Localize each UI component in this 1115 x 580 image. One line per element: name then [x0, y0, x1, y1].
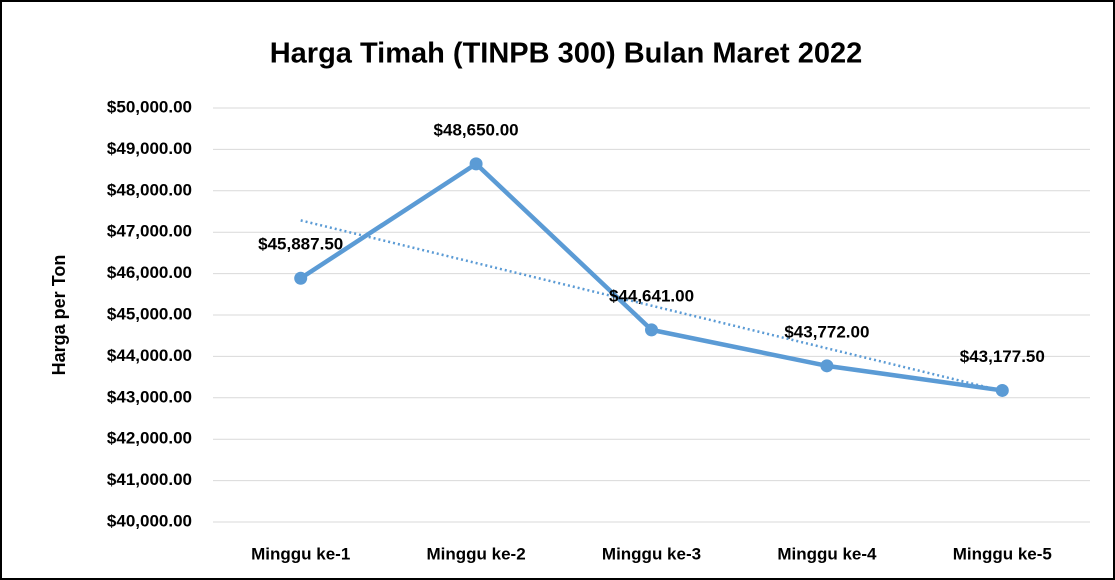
data-label: $48,650.00 [434, 120, 519, 139]
y-tick-label: $41,000.00 [107, 470, 192, 489]
x-tick-label: Minggu ke-3 [602, 544, 701, 563]
data-point [294, 271, 308, 285]
y-tick-label: $44,000.00 [107, 346, 192, 365]
data-point [995, 383, 1009, 397]
y-tick-label: $43,000.00 [107, 387, 192, 406]
y-tick-label: $40,000.00 [107, 511, 192, 530]
x-tick-label: Minggu ke-2 [427, 544, 526, 563]
x-tick-label: Minggu ke-1 [251, 544, 350, 563]
data-point [469, 157, 483, 171]
chart-title: Harga Timah (TINPB 300) Bulan Maret 2022 [270, 38, 863, 70]
data-point [820, 359, 834, 373]
y-tick-label: $45,000.00 [107, 304, 192, 323]
y-tick-label: $50,000.00 [107, 97, 192, 116]
x-tick-label: Minggu ke-5 [953, 544, 1052, 563]
x-tick-label: Minggu ke-4 [777, 544, 877, 563]
y-tick-label: $42,000.00 [107, 429, 192, 448]
trendline [300, 219, 1003, 393]
y-tick-label: $46,000.00 [107, 263, 192, 282]
y-tick-label: $49,000.00 [107, 139, 192, 158]
y-tick-label: $47,000.00 [107, 222, 192, 241]
y-tick-label: $48,000.00 [107, 180, 192, 199]
data-label: $45,887.50 [258, 235, 343, 254]
data-point [645, 323, 658, 337]
y-axis-label: Harga per Ton [49, 255, 69, 376]
data-label: $43,177.50 [960, 347, 1045, 366]
data-label: $43,772.00 [784, 322, 869, 341]
data-label: $44,641.00 [609, 286, 694, 305]
